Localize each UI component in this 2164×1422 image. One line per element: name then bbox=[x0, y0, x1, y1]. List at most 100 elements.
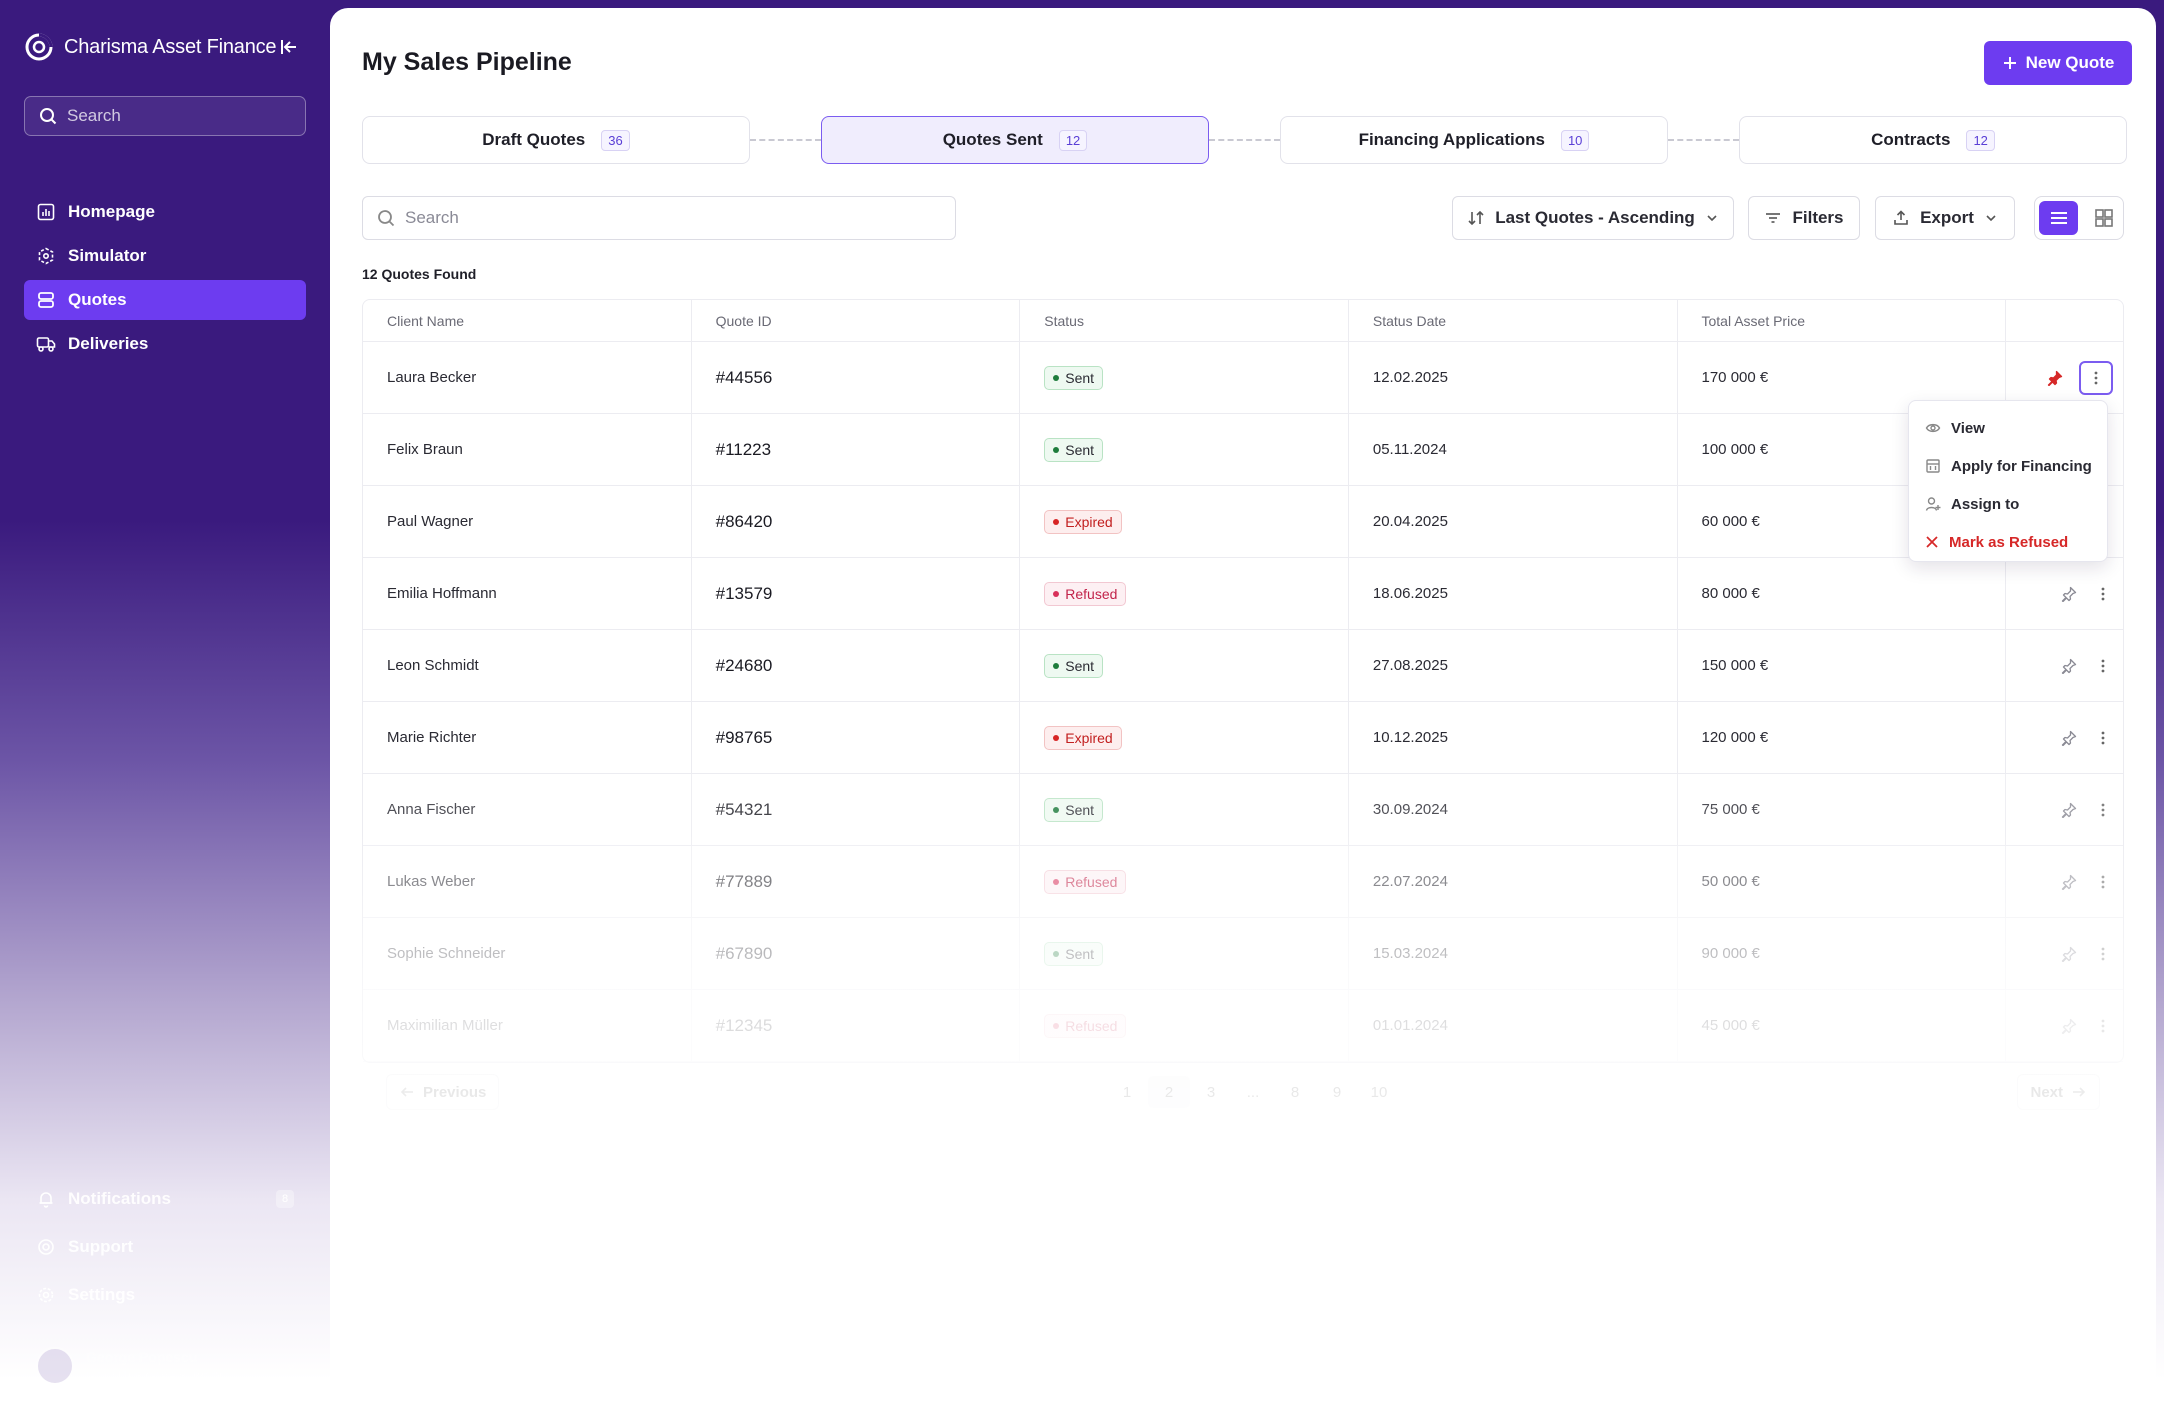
table-row[interactable]: Maximilian Müller #12345 Refused 01.01.2024… bbox=[363, 990, 2123, 1062]
table-row[interactable]: Emilia Hoffmann #13579 Refused 18.06.2025 80… bbox=[363, 558, 2123, 630]
plus-icon bbox=[2003, 57, 2016, 69]
quote-id[interactable]: #86420 bbox=[692, 486, 1021, 557]
nav-item-simulator[interactable]: Simulator bbox=[24, 236, 306, 276]
quote-id[interactable]: #67890 bbox=[692, 918, 1021, 989]
pin-button[interactable] bbox=[2059, 584, 2079, 604]
quote-id[interactable]: #12345 bbox=[692, 990, 1021, 1061]
pin-button[interactable] bbox=[2045, 368, 2065, 388]
more-actions-button[interactable] bbox=[2079, 360, 2113, 395]
next-page-button[interactable]: Next bbox=[2017, 1074, 2100, 1110]
quote-id[interactable]: #13579 bbox=[692, 558, 1021, 629]
user-name: George Popescu bbox=[86, 1349, 198, 1365]
page-number[interactable]: 10 bbox=[1370, 1083, 1388, 1101]
table-row[interactable]: Lukas Weber #77889 Refused 22.07.2024 50 000… bbox=[363, 846, 2123, 918]
table-row[interactable]: Marie Richter #98765 Expired 10.12.2025 120 … bbox=[363, 702, 2123, 774]
sidebar-search[interactable] bbox=[24, 96, 306, 136]
table-row[interactable]: Felix Braun #11223 Sent 05.11.2024 100 000 € bbox=[363, 414, 2123, 486]
chevron-down-icon bbox=[1986, 215, 1996, 222]
quote-id[interactable]: #54321 bbox=[692, 774, 1021, 845]
status-badge: Sent bbox=[1044, 365, 1104, 390]
column-header[interactable]: Status bbox=[1020, 300, 1349, 341]
pin-button[interactable] bbox=[2059, 944, 2079, 964]
column-header[interactable]: Quote ID bbox=[692, 300, 1021, 341]
menu-item-view[interactable]: View bbox=[1909, 409, 2107, 447]
nav-item-deliveries[interactable]: Deliveries bbox=[24, 324, 306, 364]
more-actions-button[interactable] bbox=[2093, 656, 2113, 676]
total-asset-price: 75 000 € bbox=[1678, 774, 2007, 845]
nav-item-settings[interactable]: Settings bbox=[24, 1275, 306, 1315]
nav-item-quotes[interactable]: Quotes bbox=[24, 280, 306, 320]
pin-button[interactable] bbox=[2059, 872, 2079, 892]
more-actions-button[interactable] bbox=[2093, 1016, 2113, 1036]
page-number[interactable]: 8 bbox=[1290, 1083, 1300, 1101]
grid-view-button[interactable] bbox=[2084, 201, 2123, 235]
nav-item-notifications[interactable]: Notifications 8 bbox=[24, 1179, 306, 1219]
status-dot bbox=[1053, 806, 1060, 813]
row-actions bbox=[2006, 918, 2123, 989]
bell-icon bbox=[36, 1189, 56, 1209]
filters-button[interactable]: Filters bbox=[1748, 196, 1860, 240]
more-actions-button[interactable] bbox=[2093, 872, 2113, 892]
quote-id[interactable]: #98765 bbox=[692, 702, 1021, 773]
total-asset-price: 120 000 € bbox=[1678, 702, 2007, 773]
search-input[interactable] bbox=[405, 208, 905, 228]
pin-icon bbox=[2061, 658, 2077, 674]
tab-financing-applications[interactable]: Financing Applications 10 bbox=[1280, 116, 1668, 164]
quotes-search[interactable] bbox=[362, 196, 956, 240]
status-date: 10.12.2025 bbox=[1349, 702, 1678, 773]
table-row[interactable]: Paul Wagner #86420 Expired 20.04.2025 60 000… bbox=[363, 486, 2123, 558]
quote-id[interactable]: #77889 bbox=[692, 846, 1021, 917]
tab-quotes-sent[interactable]: Quotes Sent 12 bbox=[821, 116, 1209, 164]
status-cell: Refused bbox=[1020, 990, 1349, 1061]
export-dropdown[interactable]: Export bbox=[1875, 196, 2015, 240]
menu-item-mark-refused[interactable]: Mark as Refused bbox=[1909, 523, 2107, 561]
menu-label: Apply for Financing bbox=[1951, 457, 2092, 475]
pin-button[interactable] bbox=[2059, 728, 2079, 748]
column-header[interactable]: Status Date bbox=[1349, 300, 1678, 341]
page-number[interactable]: 1 bbox=[1122, 1083, 1132, 1101]
table-body: Laura Becker #44556 Sent 12.02.2025 170 000 … bbox=[363, 342, 2123, 1062]
table-row[interactable]: Sophie Schneider #67890 Sent 15.03.2024 90 0… bbox=[363, 918, 2123, 990]
client-name: Marie Richter bbox=[363, 702, 692, 773]
more-actions-button[interactable] bbox=[2093, 728, 2113, 748]
list-view-button[interactable] bbox=[2039, 201, 2078, 235]
more-actions-button[interactable] bbox=[2093, 800, 2113, 820]
page-numbers: 1 2 3... 8 9 10 bbox=[1106, 1074, 1400, 1110]
page-ellipsis: ... bbox=[1246, 1083, 1260, 1101]
table-row[interactable]: Leon Schmidt #24680 Sent 27.08.2025 150 000 … bbox=[363, 630, 2123, 702]
quotes-table: Client Name Quote ID Status Status Date … bbox=[362, 299, 2124, 1063]
nav-item-homepage[interactable]: Homepage bbox=[24, 192, 306, 232]
quote-id[interactable]: #44556 bbox=[692, 342, 1021, 413]
tab-draft-quotes[interactable]: Draft Quotes 36 bbox=[362, 116, 750, 164]
column-header[interactable]: Client Name bbox=[363, 300, 692, 341]
more-actions-button[interactable] bbox=[2093, 584, 2113, 604]
table-row[interactable]: Anna Fischer #54321 Sent 30.09.2024 75 000 € bbox=[363, 774, 2123, 846]
column-header[interactable]: Total Asset Price bbox=[1678, 300, 2007, 341]
pin-button[interactable] bbox=[2059, 1016, 2079, 1036]
nav-item-support[interactable]: Support bbox=[24, 1227, 306, 1267]
new-quote-button[interactable]: New Quote bbox=[1984, 41, 2132, 85]
page-number[interactable]: 2 bbox=[1148, 1076, 1190, 1108]
user-profile[interactable]: George Popescu New Business Support bbox=[36, 1344, 298, 1388]
menu-item-apply-financing[interactable]: Apply for Financing bbox=[1909, 447, 2107, 485]
page-number[interactable]: 3 bbox=[1206, 1083, 1216, 1101]
bank-icon bbox=[1926, 459, 1940, 473]
menu-item-assign-to[interactable]: Assign to bbox=[1909, 485, 2107, 523]
more-actions-button[interactable] bbox=[2093, 944, 2113, 964]
status-label: Sent bbox=[1065, 441, 1095, 458]
quote-id[interactable]: #24680 bbox=[692, 630, 1021, 701]
table-row[interactable]: Laura Becker #44556 Sent 12.02.2025 170 000 … bbox=[363, 342, 2123, 414]
tab-contracts[interactable]: Contracts 12 bbox=[1739, 116, 2127, 164]
menu-label: Mark as Refused bbox=[1949, 533, 2069, 551]
collapse-sidebar-button[interactable] bbox=[276, 34, 302, 60]
more-vertical-icon bbox=[2101, 731, 2105, 744]
sidebar-search-input[interactable] bbox=[67, 106, 287, 126]
pin-button[interactable] bbox=[2059, 656, 2079, 676]
page-number[interactable]: 9 bbox=[1332, 1083, 1342, 1101]
status-date: 01.01.2024 bbox=[1349, 990, 1678, 1061]
previous-page-button[interactable]: Previous bbox=[386, 1074, 500, 1110]
quote-id[interactable]: #11223 bbox=[692, 414, 1021, 485]
pin-icon bbox=[2061, 802, 2077, 818]
sort-dropdown[interactable]: Last Quotes - Ascending bbox=[1452, 196, 1734, 240]
pin-button[interactable] bbox=[2059, 800, 2079, 820]
